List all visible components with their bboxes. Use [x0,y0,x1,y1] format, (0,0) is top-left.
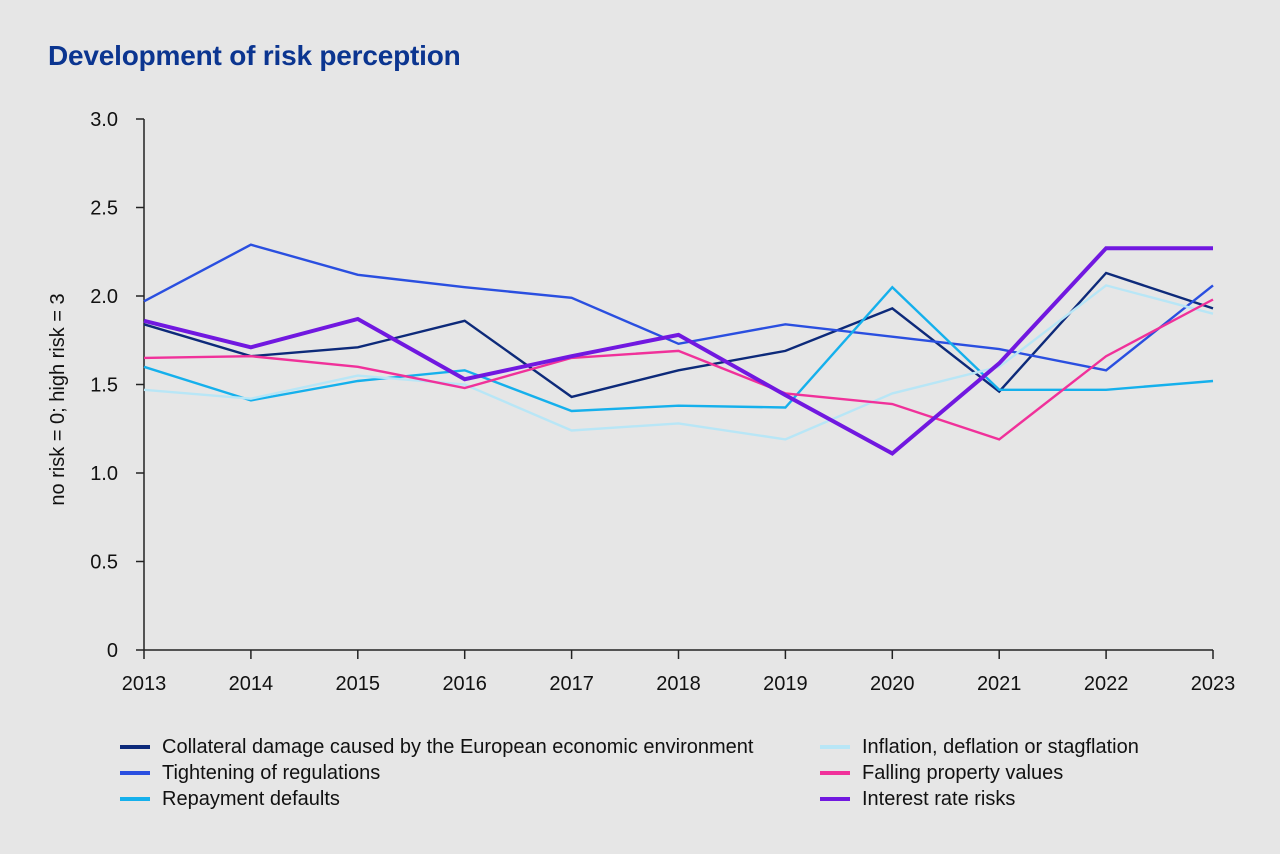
legend-swatch [120,797,150,801]
series-line-inflation-deflation-or-stagflation [143,284,1214,441]
y-tick-label: 1.5 [90,375,118,397]
legend-item: Inflation, deflation or stagflation [820,734,1139,760]
legend-label: Interest rate risks [862,787,1016,810]
legend-item: Tightening of regulations [120,760,380,786]
y-tick-label: 0 [107,640,118,662]
axes: 0 0.5 1.0 1.5 2.0 2.5 3.0 2013 2014 2015 2016 2017 2… [47,109,1235,695]
legend-swatch [820,771,850,775]
x-tick-label: 2017 [549,673,594,695]
x-tick-label: 2021 [977,673,1022,695]
x-tick-label: 2020 [870,673,915,695]
series-line-tightening-of-regulations [143,243,1214,372]
legend-label: Tightening of regulations [162,761,381,784]
y-tick-label: 3.0 [90,109,118,131]
legend-label: Collateral damage caused by the European… [162,735,754,758]
x-tick-label: 2022 [1084,673,1129,695]
legend-swatch [820,797,850,801]
y-axis-title: no risk = 0; high risk = 3 [47,293,69,505]
chart-title: Development of risk perception [48,40,461,71]
legend-label: Falling property values [862,761,1064,784]
x-tick-label: 2016 [442,673,487,695]
legend: Collateral damage caused by the European… [120,734,1220,818]
legend-item: Interest rate risks [820,786,1015,812]
x-tick-label: 2018 [656,673,701,695]
legend-item: Collateral damage caused by the European… [120,734,753,760]
series-line-repayment-defaults [143,285,1214,413]
x-tick-label: 2015 [336,673,381,695]
series-lines [143,243,1214,456]
legend-swatch [120,745,150,749]
legend-swatch [120,771,150,775]
y-tick-label: 1.0 [90,463,118,485]
legend-swatch [820,745,850,749]
series-line-falling-property-values [143,298,1214,441]
x-tick-label: 2013 [122,673,167,695]
y-tick-label: 2.0 [90,286,118,308]
x-tick-label: 2023 [1191,673,1236,695]
y-tick-label: 0.5 [90,552,118,574]
legend-item: Repayment defaults [120,786,340,812]
y-tick-label: 2.5 [90,198,118,220]
legend-item: Falling property values [820,760,1063,786]
series-line-interest-rate-risks [143,246,1213,456]
legend-label: Inflation, deflation or stagflation [862,735,1139,758]
x-tick-label: 2019 [763,673,808,695]
x-tick-label: 2014 [229,673,274,695]
series-line-collateral-damage-caused-by-the-european-economic-environment [143,271,1214,399]
legend-label: Repayment defaults [162,787,340,810]
